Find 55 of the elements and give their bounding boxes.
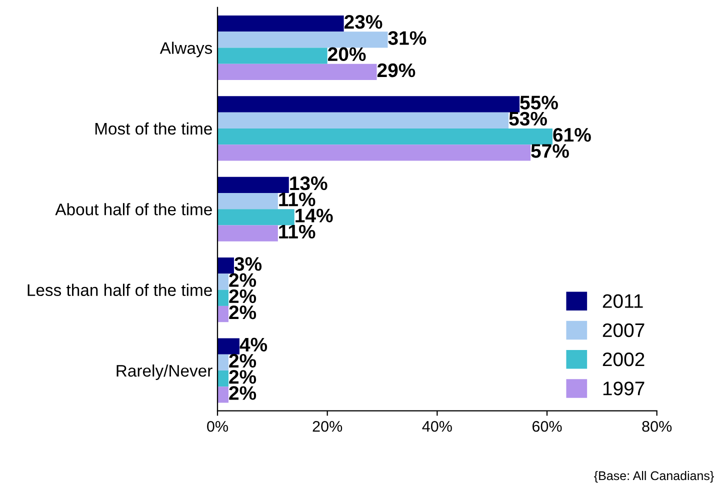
bar <box>218 112 509 128</box>
data-label: 55% <box>520 96 558 110</box>
bar <box>218 354 228 371</box>
data-label: 57% <box>531 144 569 158</box>
data-label: 2% <box>229 386 256 400</box>
bar <box>218 370 228 387</box>
data-label: 61% <box>553 128 591 142</box>
bar <box>218 15 344 32</box>
data-label: 31% <box>388 31 426 45</box>
data-label: 11% <box>279 224 316 239</box>
data-label: 2% <box>229 289 256 304</box>
bar <box>218 32 388 48</box>
x-tick-label: 60% <box>532 420 562 432</box>
data-label: 29% <box>377 63 416 78</box>
legend-label: 2002 <box>602 352 644 366</box>
legend-label: 1997 <box>603 382 644 396</box>
y-tick-label: Less than half of the time <box>28 284 212 296</box>
bar <box>218 48 328 64</box>
data-label: 2% <box>229 305 256 320</box>
bar <box>218 64 377 80</box>
x-tick-label: 0% <box>207 420 228 432</box>
bar <box>218 176 289 193</box>
bar <box>218 225 278 242</box>
data-label: 11% <box>279 192 316 206</box>
data-label: 53% <box>509 112 547 126</box>
y-tick-label: Always <box>160 42 212 58</box>
y-tick-label: Rarely/Never <box>116 364 212 380</box>
bar <box>218 144 531 161</box>
bar <box>218 209 294 226</box>
x-tick-label: 40% <box>422 420 452 432</box>
data-label: 3% <box>234 257 262 271</box>
data-label: 2% <box>229 273 256 287</box>
data-label: 2% <box>229 354 256 368</box>
x-tick-label: 80% <box>642 420 672 432</box>
y-tick-label: Most of the time <box>95 122 212 135</box>
data-label: 20% <box>328 47 366 62</box>
bar <box>218 386 228 403</box>
bar <box>218 193 278 210</box>
bar <box>218 338 240 354</box>
data-label: 23% <box>344 15 382 29</box>
data-label: 2% <box>229 370 256 384</box>
y-tick-label: About half of the time <box>55 203 212 216</box>
bar <box>218 306 228 322</box>
bar <box>218 128 553 145</box>
bar <box>218 290 228 306</box>
bar <box>218 258 234 274</box>
text: {Base: All Canadians} <box>594 470 714 483</box>
legend-label: 2007 <box>602 323 644 338</box>
data-label: 4% <box>240 338 268 352</box>
data-label: 13% <box>290 176 328 190</box>
x-tick-label: 20% <box>312 420 342 432</box>
legend-label: 2011 <box>602 294 643 308</box>
data-label: 14% <box>296 208 333 222</box>
bar <box>218 274 228 290</box>
bar <box>218 96 520 112</box>
